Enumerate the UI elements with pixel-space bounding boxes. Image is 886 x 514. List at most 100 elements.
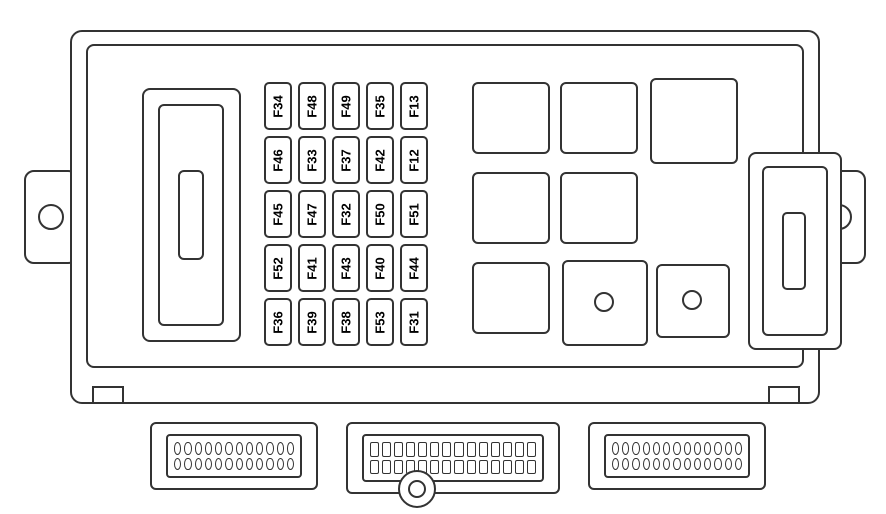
pin	[622, 458, 629, 471]
pin	[442, 460, 451, 475]
fuse-F48: F48	[298, 82, 326, 130]
fuse-label: F32	[339, 203, 354, 225]
fuse-F38: F38	[332, 298, 360, 346]
connector-b-inner	[362, 434, 544, 482]
standoff-right	[768, 386, 800, 404]
fuse-label: F39	[305, 311, 320, 333]
relay-box-g	[562, 260, 648, 346]
fuse-F40: F40	[366, 244, 394, 292]
pin	[246, 442, 253, 455]
screw-icon	[594, 292, 614, 312]
pin	[266, 458, 273, 471]
relay-box-f	[472, 262, 550, 334]
pin	[236, 458, 243, 471]
fuse-F31: F31	[400, 298, 428, 346]
relay-box-e	[560, 172, 638, 244]
pin	[663, 442, 670, 455]
fuse-F45: F45	[264, 190, 292, 238]
pin	[684, 442, 691, 455]
fusebox-body: F34F48F49F35F13F46F33F37F42F12F45F47F32F…	[70, 30, 820, 404]
relay-box-h	[656, 264, 730, 338]
pin	[704, 442, 711, 455]
mount-hole	[38, 204, 64, 230]
connector-c-inner	[604, 434, 750, 478]
pin	[515, 460, 524, 475]
pin	[370, 460, 379, 475]
pin	[622, 442, 629, 455]
fuse-label: F48	[305, 95, 320, 117]
pin	[663, 458, 670, 471]
relay-box-b	[560, 82, 638, 154]
pin	[382, 460, 391, 475]
pin	[527, 460, 536, 475]
connector-b	[346, 422, 560, 494]
relay-box-d	[472, 172, 550, 244]
pin	[694, 442, 701, 455]
pin	[266, 442, 273, 455]
pin	[643, 458, 650, 471]
fuse-label: F47	[305, 203, 320, 225]
fuse-label: F31	[407, 311, 422, 333]
fuse-F46: F46	[264, 136, 292, 184]
pin	[287, 458, 294, 471]
fuse-F41: F41	[298, 244, 326, 292]
fuse-label: F45	[271, 203, 286, 225]
pin	[184, 458, 191, 471]
pin	[735, 458, 742, 471]
pin	[430, 460, 439, 475]
pin	[205, 442, 212, 455]
pin	[467, 442, 476, 457]
fuse-F53: F53	[366, 298, 394, 346]
fuse-F49: F49	[332, 82, 360, 130]
fuse-F12: F12	[400, 136, 428, 184]
pin	[184, 442, 191, 455]
fuse-label: F42	[373, 149, 388, 171]
pin	[442, 442, 451, 457]
pin	[174, 442, 181, 455]
pin	[277, 458, 284, 471]
pin	[653, 442, 660, 455]
fusebox-diagram: F34F48F49F35F13F46F33F37F42F12F45F47F32F…	[30, 30, 856, 410]
fuse-F44: F44	[400, 244, 428, 292]
pin	[215, 442, 222, 455]
pin	[673, 442, 680, 455]
pin	[215, 458, 222, 471]
fuse-label: F50	[373, 203, 388, 225]
pin	[653, 458, 660, 471]
pin	[503, 442, 512, 457]
fuse-F42: F42	[366, 136, 394, 184]
relay-box-a	[472, 82, 550, 154]
pin	[725, 442, 732, 455]
pin	[246, 458, 253, 471]
pin	[205, 458, 212, 471]
pin	[195, 458, 202, 471]
fuse-label: F40	[373, 257, 388, 279]
pin	[256, 442, 263, 455]
pin	[225, 442, 232, 455]
pin	[256, 458, 263, 471]
pin	[479, 460, 488, 475]
pin	[714, 442, 721, 455]
fuse-label: F43	[339, 257, 354, 279]
fuse-F32: F32	[332, 190, 360, 238]
fuse-label: F33	[305, 149, 320, 171]
bottom-mount-circle	[398, 470, 436, 508]
fuse-label: F36	[271, 311, 286, 333]
pin	[527, 442, 536, 457]
pin	[382, 442, 391, 457]
fuse-label: F53	[373, 311, 388, 333]
pin	[236, 442, 243, 455]
fuse-grid: F34F48F49F35F13F46F33F37F42F12F45F47F32F…	[264, 82, 428, 346]
connector-c	[588, 422, 766, 490]
connector-a-inner	[166, 434, 302, 478]
fuse-F13: F13	[400, 82, 428, 130]
pin	[612, 442, 619, 455]
pin	[418, 442, 427, 457]
connector-c-pins	[612, 442, 742, 470]
pin	[195, 442, 202, 455]
fuse-F35: F35	[366, 82, 394, 130]
pin	[467, 460, 476, 475]
fuse-label: F44	[407, 257, 422, 279]
pin	[277, 442, 284, 455]
fuse-F51: F51	[400, 190, 428, 238]
